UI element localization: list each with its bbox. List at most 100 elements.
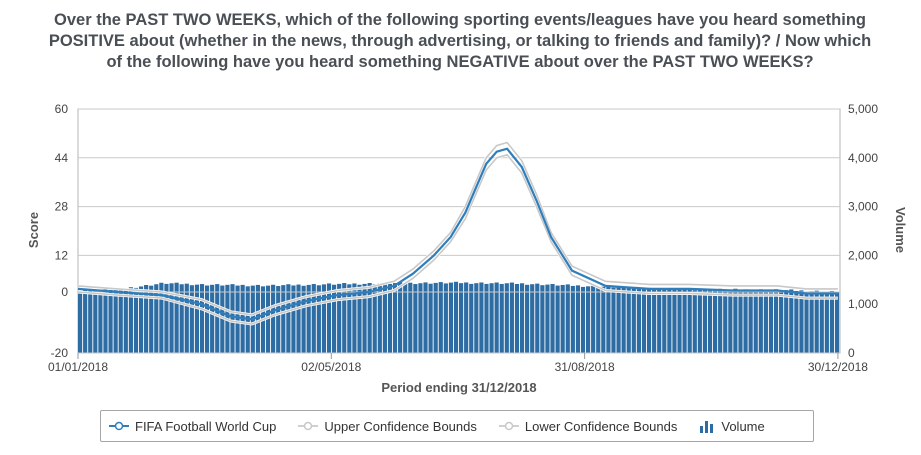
volume-bar	[265, 285, 271, 353]
volume-bar	[118, 287, 123, 353]
volume-bar	[677, 288, 682, 353]
volume-bar	[474, 283, 479, 353]
volume-bar	[337, 283, 342, 353]
volume-bar	[184, 283, 189, 353]
volume-bar	[509, 282, 514, 353]
volume-bar	[667, 289, 672, 353]
legend-label: Volume	[721, 418, 765, 434]
volume-bar	[347, 284, 352, 353]
volume-bar	[484, 283, 489, 353]
volume-bar	[550, 284, 555, 353]
volume-bar	[220, 285, 225, 353]
volume-bar	[728, 289, 733, 353]
volume-bar	[580, 286, 586, 353]
volume-bar	[459, 283, 464, 353]
volume-bar	[128, 287, 133, 353]
volume-bar	[809, 291, 814, 353]
volume-bar	[530, 284, 535, 353]
volume-bar	[743, 289, 748, 353]
volume-bar	[504, 283, 509, 353]
volume-bar	[372, 284, 377, 353]
volume-bar	[433, 282, 438, 353]
y-tick-label: -20	[51, 346, 69, 360]
volume-bar	[296, 284, 301, 353]
volume-bar	[342, 283, 347, 353]
legend-item-lower-bounds[interactable]: Lower Confidence Bounds	[498, 419, 677, 434]
legend-item-volume[interactable]: Volume	[699, 418, 765, 434]
volume-bar	[108, 289, 113, 353]
volume-bar	[387, 283, 393, 353]
volume-bar	[316, 285, 321, 353]
volume-bar	[443, 283, 448, 353]
volume-bar	[448, 282, 454, 353]
volume-bar	[804, 291, 809, 353]
volume-bar	[596, 287, 601, 353]
y-tick-label: 44	[55, 151, 69, 165]
volume-bar	[215, 284, 220, 353]
volume-bar	[499, 283, 504, 353]
volume-bar	[362, 283, 367, 353]
volume-bar	[123, 288, 128, 353]
upper-confidence-bounds-line	[77, 141, 838, 316]
volume-bar	[428, 283, 433, 353]
x-tick-label: 30/12/2018	[808, 360, 868, 374]
volume-bar	[555, 285, 560, 353]
volume-bar	[779, 290, 784, 353]
volume-bar	[189, 285, 194, 353]
chart-plot: 60 44 28 12 0 -20 5,000 4,000 3,000 2,000 1,000 0 01…	[26, 102, 908, 395]
volume-bar	[636, 289, 641, 353]
volume-bar	[479, 282, 484, 353]
volume-bar	[514, 283, 520, 353]
volume-bar	[834, 292, 840, 353]
x-tick-label: 02/05/2018	[301, 360, 361, 374]
volume-bar	[174, 282, 179, 353]
volume-bars	[78, 281, 840, 353]
volume-bar	[438, 282, 443, 353]
volume-bar	[164, 283, 169, 353]
y2-tick-label: 1,000	[848, 297, 878, 311]
volume-bar	[687, 288, 692, 353]
volume-bar	[235, 285, 240, 353]
volume-bar	[367, 283, 372, 353]
volume-bar	[321, 284, 327, 353]
volume-bar	[205, 285, 210, 353]
volume-bar	[423, 282, 428, 353]
volume-bar	[453, 281, 459, 353]
legend-item-upper-bounds[interactable]: Upper Confidence Bounds	[298, 419, 477, 434]
volume-bar	[560, 284, 565, 353]
volume-bar	[718, 288, 723, 353]
x-tick-label: 31/08/2018	[555, 360, 615, 374]
volume-bar	[377, 283, 382, 353]
volume-bar	[652, 289, 657, 353]
volume-bar	[662, 287, 667, 353]
volume-bar	[159, 282, 164, 353]
volume-bar	[646, 287, 652, 353]
legend-label: Upper Confidence Bounds	[324, 418, 477, 434]
volume-bar	[169, 283, 174, 353]
volume-bar	[418, 283, 423, 353]
chart-title: Over the PAST TWO WEEKS, which of the fo…	[48, 11, 872, 71]
y2-tick-label: 5,000	[848, 102, 878, 116]
volume-bar	[733, 288, 738, 353]
x-tick-label: 01/01/2018	[48, 360, 108, 374]
y-tick-label: 28	[55, 200, 69, 214]
volume-bar	[545, 284, 550, 353]
legend: FIFA Football World Cup Upper Confidence…	[100, 410, 814, 442]
volume-bar	[641, 288, 647, 353]
volume-bar	[103, 288, 108, 353]
volume-bar	[611, 287, 616, 353]
volume-bar	[179, 284, 184, 353]
volume-bar	[255, 284, 260, 353]
volume-bar	[113, 288, 118, 353]
y-tick-label: 0	[61, 285, 68, 299]
volume-bar	[672, 288, 677, 353]
volume-bar	[784, 290, 789, 353]
volume-bar	[829, 290, 835, 353]
volume-bar	[199, 284, 205, 353]
volume-bar	[753, 290, 758, 353]
volume-bar	[494, 282, 499, 353]
volume-bar	[702, 288, 708, 353]
legend-item-fifa[interactable]: FIFA Football World Cup	[109, 419, 276, 434]
volume-bar	[763, 290, 768, 353]
volume-bar	[692, 290, 697, 353]
